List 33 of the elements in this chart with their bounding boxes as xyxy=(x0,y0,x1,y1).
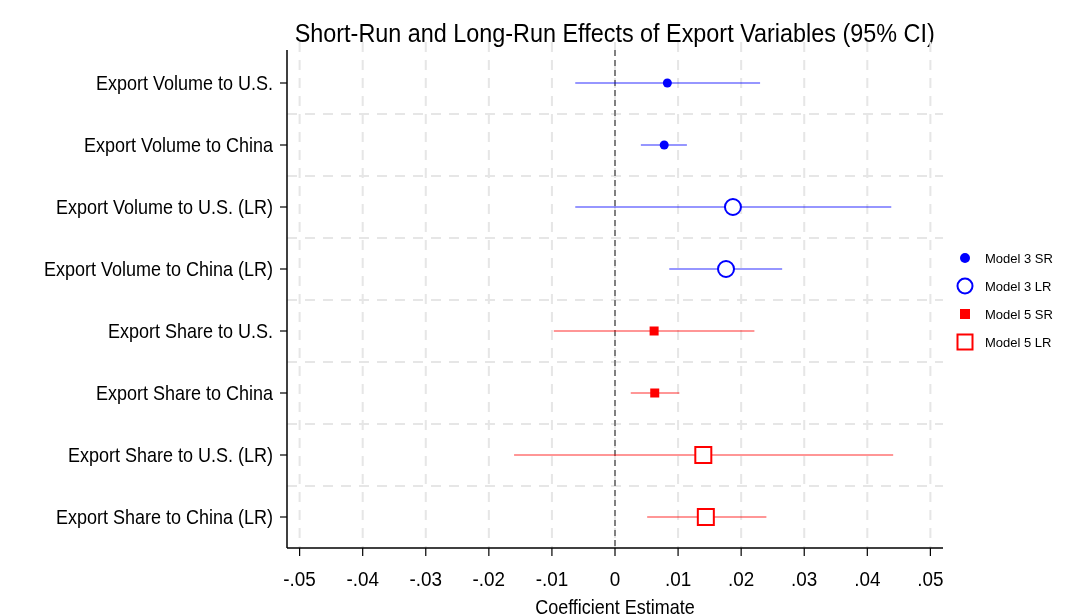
x-tick-label: .05 xyxy=(917,567,944,591)
y-tick-label: Export Share to U.S. xyxy=(108,320,273,343)
x-tick-label: -.04 xyxy=(346,567,379,591)
point xyxy=(694,446,713,464)
x-tick-label: -.03 xyxy=(409,567,443,591)
point xyxy=(717,260,736,278)
legend-label: Model 5 LR xyxy=(985,335,1052,350)
point xyxy=(650,388,660,398)
y-tick-label: Export Share to China xyxy=(96,382,274,405)
y-tick-label: Export Share to China (LR) xyxy=(56,506,273,529)
x-tick-label: .01 xyxy=(664,567,692,591)
y-tick-label: Export Share to U.S. (LR) xyxy=(68,444,273,467)
chart-title: Short-Run and Long-Run Effects of Export Variables (95% CI) xyxy=(294,18,935,48)
x-axis-title: Coefficient Estimate xyxy=(535,596,695,616)
x-tick-label: -.02 xyxy=(472,567,506,591)
point xyxy=(723,198,742,216)
x-tick-label: -.05 xyxy=(283,567,316,591)
x-tick-label: .03 xyxy=(791,567,818,591)
x-tick-label: .02 xyxy=(728,567,755,591)
legend-label: Model 3 LR xyxy=(985,279,1052,294)
point xyxy=(649,326,659,336)
point xyxy=(662,78,672,88)
point xyxy=(659,140,669,150)
x-tick-label: .04 xyxy=(854,567,881,591)
x-tick-label: 0 xyxy=(609,567,621,591)
y-tick-label: Export Volume to U.S. xyxy=(96,72,273,95)
y-tick-label: Export Volume to China (LR) xyxy=(44,258,273,281)
legend-label: Model 3 SR xyxy=(985,251,1053,266)
x-tick-label: -.01 xyxy=(535,567,569,591)
y-tick-label: Export Volume to U.S. (LR) xyxy=(56,196,273,219)
point xyxy=(696,508,715,526)
legend-label: Model 5 SR xyxy=(985,307,1053,322)
y-tick-label: Export Volume to China xyxy=(84,134,274,157)
